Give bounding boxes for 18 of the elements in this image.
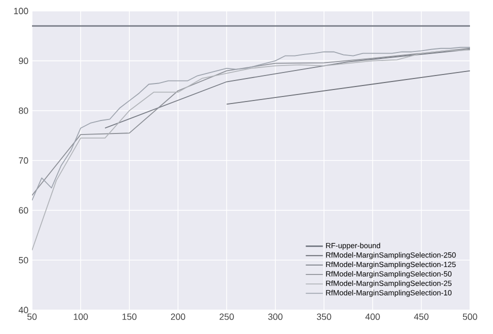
- x-tick-label: 500: [462, 314, 478, 320]
- y-tick-label: 80: [18, 107, 28, 114]
- y-tick-label: 90: [18, 58, 28, 64]
- x-tick-label: 350: [316, 314, 332, 320]
- x-tick-label: 400: [365, 314, 380, 320]
- x-tick-label: 200: [170, 314, 186, 320]
- x-tick-label: 250: [220, 314, 234, 320]
- y-tick-label: 50: [18, 256, 28, 264]
- x-tick-label: 300: [268, 314, 282, 320]
- y-tick-label: 70: [18, 157, 28, 164]
- y-tick-label: 40: [18, 306, 28, 314]
- line-series: [104, 48, 470, 129]
- y-tick-label: 100: [14, 8, 28, 14]
- y-tick-label: 60: [18, 207, 28, 214]
- x-tick-label: 150: [122, 314, 136, 320]
- x-tick-label: 50: [27, 314, 37, 320]
- x-tick-label: 100: [74, 314, 88, 320]
- x-tick-label: 450: [414, 314, 428, 320]
